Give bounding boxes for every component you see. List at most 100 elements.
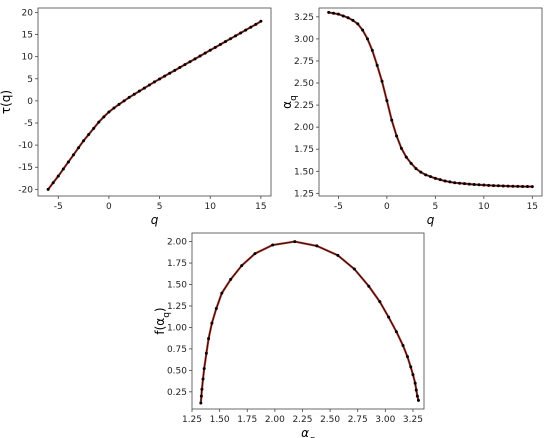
data-point	[414, 167, 418, 171]
x-tick-label: 2.75	[348, 415, 368, 425]
data-point	[525, 185, 529, 189]
data-point	[477, 183, 481, 187]
data-point	[249, 25, 253, 29]
data-point	[387, 315, 391, 319]
x-axis-label: q	[427, 213, 435, 227]
data-point	[438, 178, 442, 182]
data-point	[443, 179, 447, 183]
data-point	[240, 264, 244, 268]
data-point	[213, 45, 217, 49]
data-point	[82, 139, 86, 143]
y-axis-label: τ(q)	[0, 90, 13, 114]
data-point	[327, 10, 331, 14]
data-point	[173, 68, 177, 72]
y-axis-label: f(αq)	[153, 307, 172, 334]
data-point	[102, 115, 106, 119]
series-line-core	[328, 11, 533, 188]
data-point	[239, 31, 243, 35]
data-point	[210, 321, 214, 325]
data-point	[163, 74, 167, 78]
y-tick-label: 0.25	[167, 388, 187, 398]
series-line	[328, 11, 533, 188]
data-point	[200, 387, 204, 391]
data-point	[365, 37, 369, 41]
data-point	[433, 176, 437, 180]
data-point	[336, 12, 340, 16]
data-point	[117, 102, 121, 106]
data-point	[244, 28, 248, 32]
y-tick-label: 2.25	[294, 101, 314, 111]
data-point	[429, 175, 432, 179]
chart-tau: -5 0 5 10 15 -20 -15 -10 -5 0 5 10 15 20 q τ(q)	[0, 7, 272, 227]
y-tick-label: -10	[18, 141, 33, 151]
data-point	[467, 182, 471, 186]
x-tick-label: 5	[432, 202, 438, 212]
chart-alpha: -5 0 5 10 15 1.25 1.50 1.75 2.00 2.25 2.50 2.75 3.00…	[280, 7, 543, 227]
data-point	[370, 48, 374, 52]
x-tick-label: 0	[384, 202, 390, 212]
data-point	[336, 253, 340, 257]
data-point	[183, 63, 187, 67]
x-tick-label: 5	[157, 202, 163, 212]
data-point	[521, 184, 525, 188]
y-tick-label: 2.50	[294, 79, 314, 89]
data-point	[188, 60, 192, 64]
y-tick-label: 3.25	[294, 13, 314, 23]
data-point	[496, 184, 500, 188]
data-point	[346, 16, 350, 20]
plot-frame	[37, 7, 272, 197]
chart-spectrum: 1.25 1.50 1.75 2.00 2.25 2.50 2.75 3.00 3.25 0.25…	[153, 232, 425, 438]
data-point	[487, 183, 491, 187]
data-point	[137, 89, 141, 93]
data-point	[416, 398, 420, 402]
data-point	[341, 14, 345, 18]
y-tick-label: -15	[18, 163, 33, 173]
y-tick-label: 3.00	[294, 35, 314, 45]
data-point	[414, 388, 418, 392]
data-point	[147, 83, 151, 87]
data-point	[199, 401, 203, 405]
data-point	[168, 71, 172, 75]
series-line	[199, 240, 420, 404]
data-point	[378, 300, 382, 304]
data-point	[220, 291, 224, 295]
x-tick-label: 1.50	[210, 415, 230, 425]
data-point	[506, 184, 510, 188]
data-point	[214, 307, 218, 311]
data-point	[228, 37, 232, 41]
data-point	[198, 54, 202, 58]
y-tick-label: 2.00	[167, 238, 187, 248]
data-point	[218, 42, 222, 46]
data-point	[61, 167, 65, 171]
data-point	[208, 48, 212, 52]
data-point	[51, 181, 55, 185]
y-tick-label: 1.75	[167, 259, 187, 269]
plot-frame	[318, 7, 543, 197]
data-point	[351, 18, 355, 22]
y-tick-label: 1.25	[294, 189, 314, 199]
data-point	[234, 34, 238, 38]
data-point	[405, 355, 409, 359]
data-point	[516, 184, 520, 188]
x-axis-label: q	[151, 213, 159, 227]
data-point	[207, 337, 211, 341]
data-point	[142, 86, 146, 90]
data-point	[415, 394, 419, 398]
data-point	[448, 180, 452, 184]
data-point	[419, 170, 423, 174]
data-point	[122, 99, 126, 103]
data-point	[462, 182, 466, 186]
x-tick-label: 2.00	[265, 415, 285, 425]
data-point	[112, 106, 116, 110]
y-tick-label: 2.00	[294, 123, 314, 133]
data-point	[413, 381, 417, 385]
data-point	[399, 146, 403, 150]
data-point	[501, 184, 505, 188]
data-point	[511, 184, 515, 188]
data-point	[203, 51, 207, 55]
y-tick-label: -20	[18, 185, 33, 195]
data-point	[223, 40, 227, 44]
x-tick-label: 15	[255, 202, 266, 212]
data-point	[178, 65, 182, 69]
